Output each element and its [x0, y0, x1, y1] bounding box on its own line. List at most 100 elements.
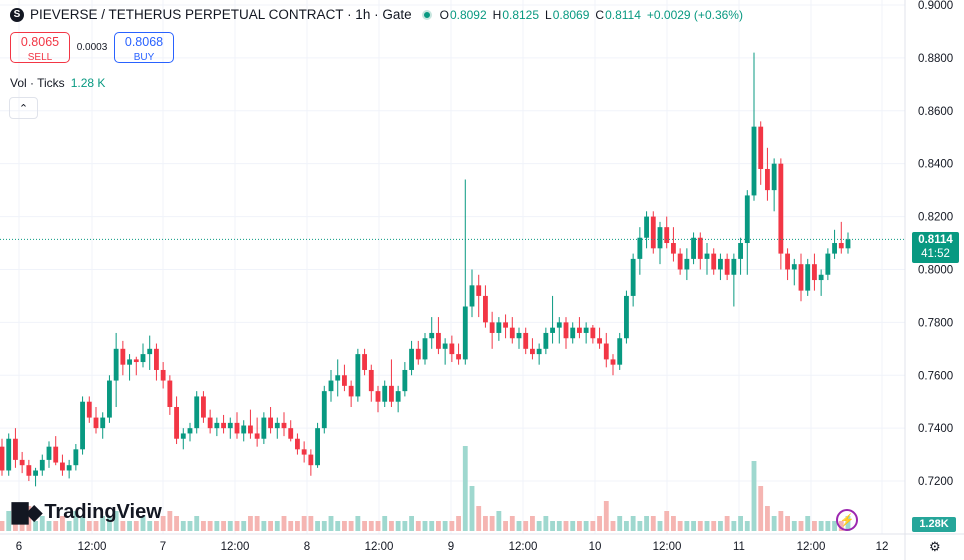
candle-body	[308, 454, 314, 466]
candle-body	[577, 327, 582, 333]
volume-bar	[389, 521, 394, 531]
ohlc-values: O0.8092 H0.8125 L0.8069 C0.8114 +0.0029 …	[440, 8, 743, 22]
symbol-title[interactable]: PIEVERSE / TETHERUS PERPETUAL CONTRACT ·…	[30, 7, 412, 22]
volume-bar	[785, 516, 790, 531]
open-label: O	[439, 7, 449, 22]
candle-body	[563, 322, 569, 339]
volume-bar	[268, 521, 273, 531]
candle-body	[167, 380, 173, 407]
candle-body	[530, 348, 535, 355]
volume-bar	[415, 521, 421, 531]
volume-bar	[650, 516, 656, 531]
volume-bar	[19, 521, 25, 531]
volume-bar	[113, 511, 119, 531]
buy-button[interactable]: 0.8068 BUY	[114, 32, 174, 63]
candle-body	[838, 243, 844, 249]
low-value: 0.8069	[552, 7, 590, 22]
volume-bar	[348, 521, 354, 531]
volume-bar	[556, 521, 562, 531]
volume-bar	[805, 516, 811, 531]
candle-body	[0, 446, 5, 471]
volume-bar	[429, 521, 435, 531]
candle-body	[274, 422, 280, 429]
candle-body	[765, 168, 770, 191]
candle-body	[348, 385, 354, 397]
volume-bar	[140, 516, 146, 531]
volume-bar	[818, 521, 824, 531]
candle-body	[422, 338, 428, 360]
volume-bar	[409, 516, 414, 531]
market-status-icon[interactable]	[421, 9, 432, 20]
candle-body	[449, 343, 455, 355]
candle-body	[597, 338, 602, 344]
volume-bar	[207, 521, 213, 531]
candle-body	[342, 375, 347, 386]
x-tick-label: 12	[876, 541, 889, 553]
candle-body	[556, 322, 562, 328]
candle-body	[812, 264, 817, 281]
candle-body	[805, 264, 811, 291]
candle-body	[335, 375, 341, 381]
volume-bar	[355, 516, 361, 531]
candle-body	[744, 195, 750, 244]
volume-bar	[758, 486, 764, 531]
candle-body	[66, 465, 72, 471]
volume-legend[interactable]: Vol · Ticks 1.28 K	[10, 76, 105, 90]
volume-bar	[39, 516, 45, 531]
symbol-logo-icon: S	[10, 7, 24, 22]
candle-body	[295, 438, 300, 450]
volume-bar	[248, 516, 253, 531]
y-tick-label: 0.8600	[918, 106, 953, 118]
volume-bar	[53, 521, 59, 531]
volume-bar	[214, 521, 220, 531]
volume-bar	[308, 516, 314, 531]
volume-bar	[436, 521, 441, 531]
volume-bar	[462, 446, 468, 531]
candle-body	[610, 359, 616, 365]
volume-bar	[637, 521, 643, 531]
low-label: L	[545, 7, 552, 22]
change-value: +0.0029 (+0.36%)	[646, 7, 743, 22]
volume-bar	[832, 521, 837, 531]
candle-body	[664, 227, 670, 244]
chevron-up-icon: ⌃	[18, 102, 29, 115]
volume-bar	[46, 521, 52, 531]
candle-body	[80, 401, 85, 450]
candle-body	[704, 253, 710, 259]
settings-icon[interactable]: ⚙	[929, 539, 941, 554]
candle-body	[382, 385, 388, 402]
candle-body	[832, 243, 837, 254]
volume-bar	[718, 521, 723, 531]
x-tick-label: 6	[16, 541, 22, 553]
sell-button[interactable]: 0.8065 SELL	[10, 32, 70, 63]
candle-body	[221, 422, 226, 429]
buy-label: BUY	[133, 52, 155, 63]
volume-bar	[691, 521, 696, 531]
candle-body	[711, 253, 717, 270]
volume-bar	[86, 521, 92, 531]
candle-body	[731, 258, 737, 275]
volume-bar	[167, 511, 173, 531]
candle-body	[483, 295, 488, 323]
buy-price: 0.8068	[124, 35, 164, 49]
volume-bar	[93, 521, 99, 531]
y-tick-label: 0.7200	[918, 476, 953, 488]
candle-body	[778, 163, 784, 254]
candle-body	[60, 462, 65, 471]
flash-icon[interactable]: ⚡	[836, 509, 858, 531]
volume-bar	[422, 521, 428, 531]
candle-body	[261, 417, 267, 439]
volume-bar	[456, 516, 461, 531]
candle-body	[496, 322, 502, 333]
open-value: 0.8092	[449, 7, 487, 22]
tradingview-logo[interactable]: ▇◆ TradingView	[12, 500, 162, 525]
candle-body	[248, 425, 253, 434]
candle-body	[718, 258, 723, 270]
candle-body	[6, 438, 12, 471]
candle-body	[523, 332, 529, 349]
volume-bar	[227, 521, 233, 531]
collapse-legend-button[interactable]: ⌃	[9, 97, 38, 119]
candle-body	[113, 348, 119, 381]
volume-bar	[617, 516, 623, 531]
